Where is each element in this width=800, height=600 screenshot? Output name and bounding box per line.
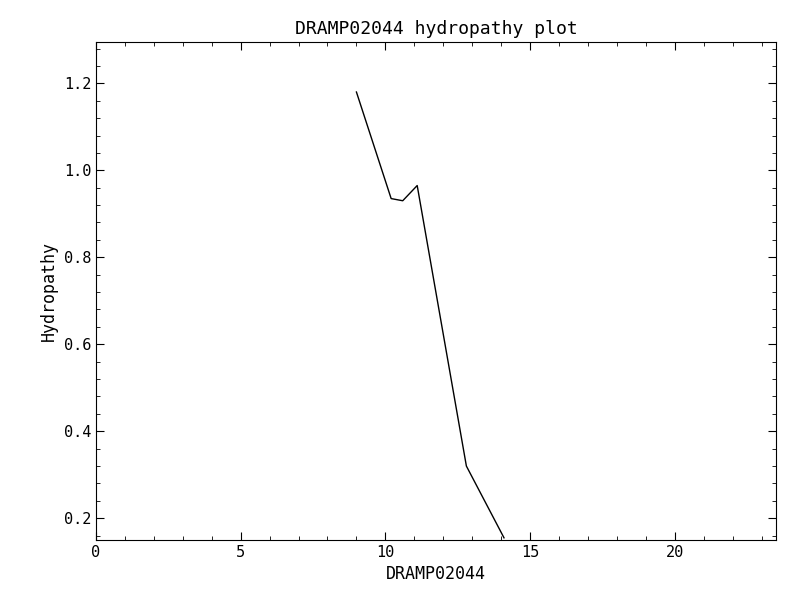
Title: DRAMP02044 hydropathy plot: DRAMP02044 hydropathy plot: [294, 20, 578, 38]
Y-axis label: Hydropathy: Hydropathy: [40, 241, 58, 341]
X-axis label: DRAMP02044: DRAMP02044: [386, 565, 486, 583]
